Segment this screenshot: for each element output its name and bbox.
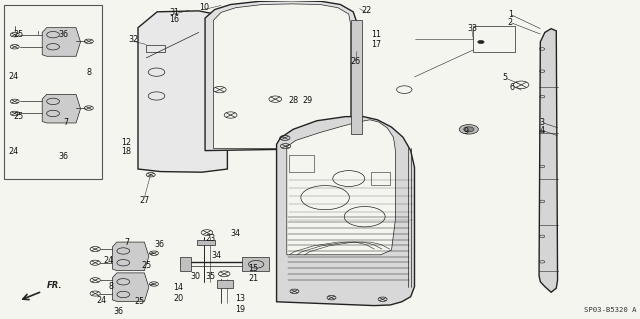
Text: 29: 29 [302,96,312,105]
Text: 36: 36 [114,307,124,316]
Bar [4,5,102,179]
Polygon shape [287,120,396,255]
Bar [289,155,314,172]
Polygon shape [42,94,81,123]
Text: 4: 4 [540,126,545,135]
Text: 14: 14 [173,283,183,292]
Text: 25: 25 [135,297,145,306]
Bar [179,257,191,271]
Text: 19: 19 [235,305,245,314]
Text: 31: 31 [170,8,179,17]
Text: 24: 24 [103,256,113,265]
Polygon shape [276,117,415,306]
Circle shape [464,127,474,132]
Text: 5: 5 [502,73,508,82]
Polygon shape [42,28,81,56]
Text: 7: 7 [63,118,68,128]
Polygon shape [113,273,149,301]
Text: 33: 33 [467,24,477,33]
Text: 22: 22 [362,6,372,15]
Text: 28: 28 [288,96,298,105]
Text: 32: 32 [129,35,139,44]
Polygon shape [539,29,557,292]
Text: 6: 6 [509,83,514,92]
Text: 25: 25 [13,30,24,39]
Text: 9: 9 [463,127,468,136]
Text: 27: 27 [140,196,150,205]
Text: 35: 35 [205,272,215,281]
Polygon shape [205,1,357,151]
Text: 24: 24 [97,296,107,305]
Bar [371,172,390,185]
Text: 3: 3 [540,117,545,127]
Circle shape [460,124,478,134]
Bar [147,45,166,51]
Text: 36: 36 [58,31,68,40]
Polygon shape [113,242,149,271]
Bar [473,26,515,51]
Polygon shape [138,11,227,172]
Text: 17: 17 [371,40,381,49]
Text: 21: 21 [248,274,258,283]
Text: 2: 2 [508,18,513,27]
Text: 8: 8 [108,282,113,291]
Polygon shape [213,4,351,148]
Bar [242,257,269,271]
Text: 8: 8 [86,68,92,77]
Bar [197,240,215,245]
Text: 1: 1 [508,10,513,19]
Bar [351,20,362,134]
Text: 13: 13 [235,294,245,303]
Text: 25: 25 [13,112,24,121]
Text: SP03-B5320 A: SP03-B5320 A [584,307,636,313]
Text: 23: 23 [205,234,215,243]
Text: 16: 16 [170,15,179,24]
Bar [216,280,232,288]
Text: 36: 36 [58,152,68,161]
Text: 24: 24 [8,147,19,156]
Text: 34: 34 [212,251,221,260]
Text: 15: 15 [248,263,258,273]
Text: 11: 11 [371,30,381,39]
Text: FR.: FR. [47,281,62,290]
Text: 10: 10 [199,3,209,12]
Text: 7: 7 [125,238,130,247]
Text: 12: 12 [121,137,131,146]
Text: 20: 20 [173,294,183,303]
Text: 36: 36 [154,240,164,249]
Text: 30: 30 [191,272,200,281]
Text: 25: 25 [141,261,152,271]
Text: 34: 34 [230,229,241,238]
Text: 18: 18 [121,147,131,156]
Circle shape [477,41,484,44]
Text: 24: 24 [8,72,19,81]
Text: 26: 26 [351,57,361,66]
